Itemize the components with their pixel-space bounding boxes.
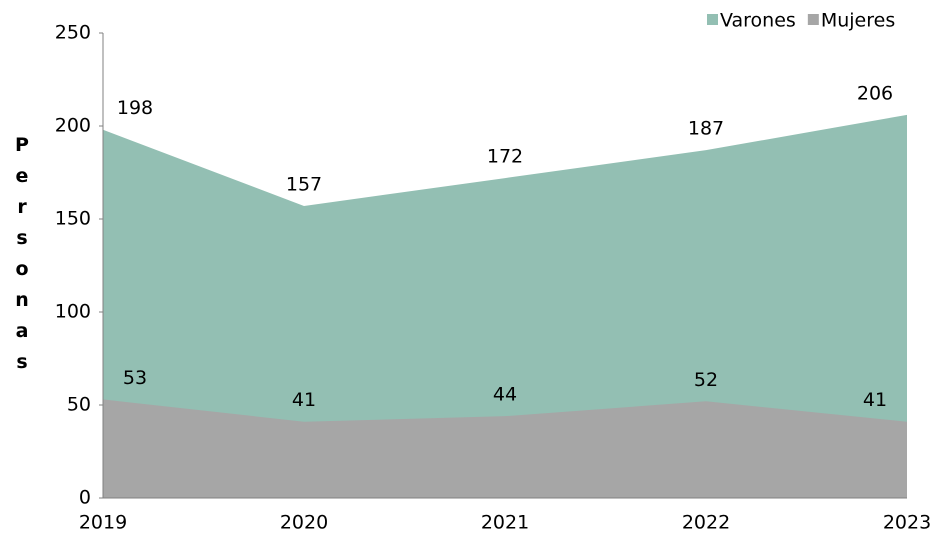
data-label: 44 [493, 384, 517, 406]
legend-label: Varones [720, 10, 796, 32]
data-label: 52 [694, 369, 718, 391]
x-tick-label: 2022 [682, 512, 730, 534]
data-label: 41 [863, 389, 887, 411]
legend-label: Mujeres [821, 10, 895, 32]
x-tick-label: 2021 [481, 512, 529, 534]
x-tick-label: 2023 [883, 512, 931, 534]
x-tick-label: 2019 [79, 512, 127, 534]
y-tick-label: 150 [55, 208, 91, 230]
x-tick-label: 2020 [280, 512, 328, 534]
data-label: 157 [286, 173, 322, 195]
data-label: 187 [688, 118, 724, 140]
data-label: 53 [123, 367, 147, 389]
data-label: 41 [292, 389, 316, 411]
y-tick-label: 50 [67, 394, 91, 416]
data-label: 172 [487, 146, 523, 168]
y-axis-title: Personas [15, 134, 29, 373]
legend-swatch [807, 14, 819, 25]
data-label: 206 [857, 82, 893, 104]
y-tick-label: 0 [79, 487, 91, 509]
y-tick-label: 100 [55, 301, 91, 323]
y-tick-label: 200 [55, 115, 91, 137]
y-tick-label: 250 [55, 22, 91, 44]
legend-swatch [707, 14, 718, 25]
area [103, 399, 907, 498]
data-label: 198 [117, 97, 153, 119]
